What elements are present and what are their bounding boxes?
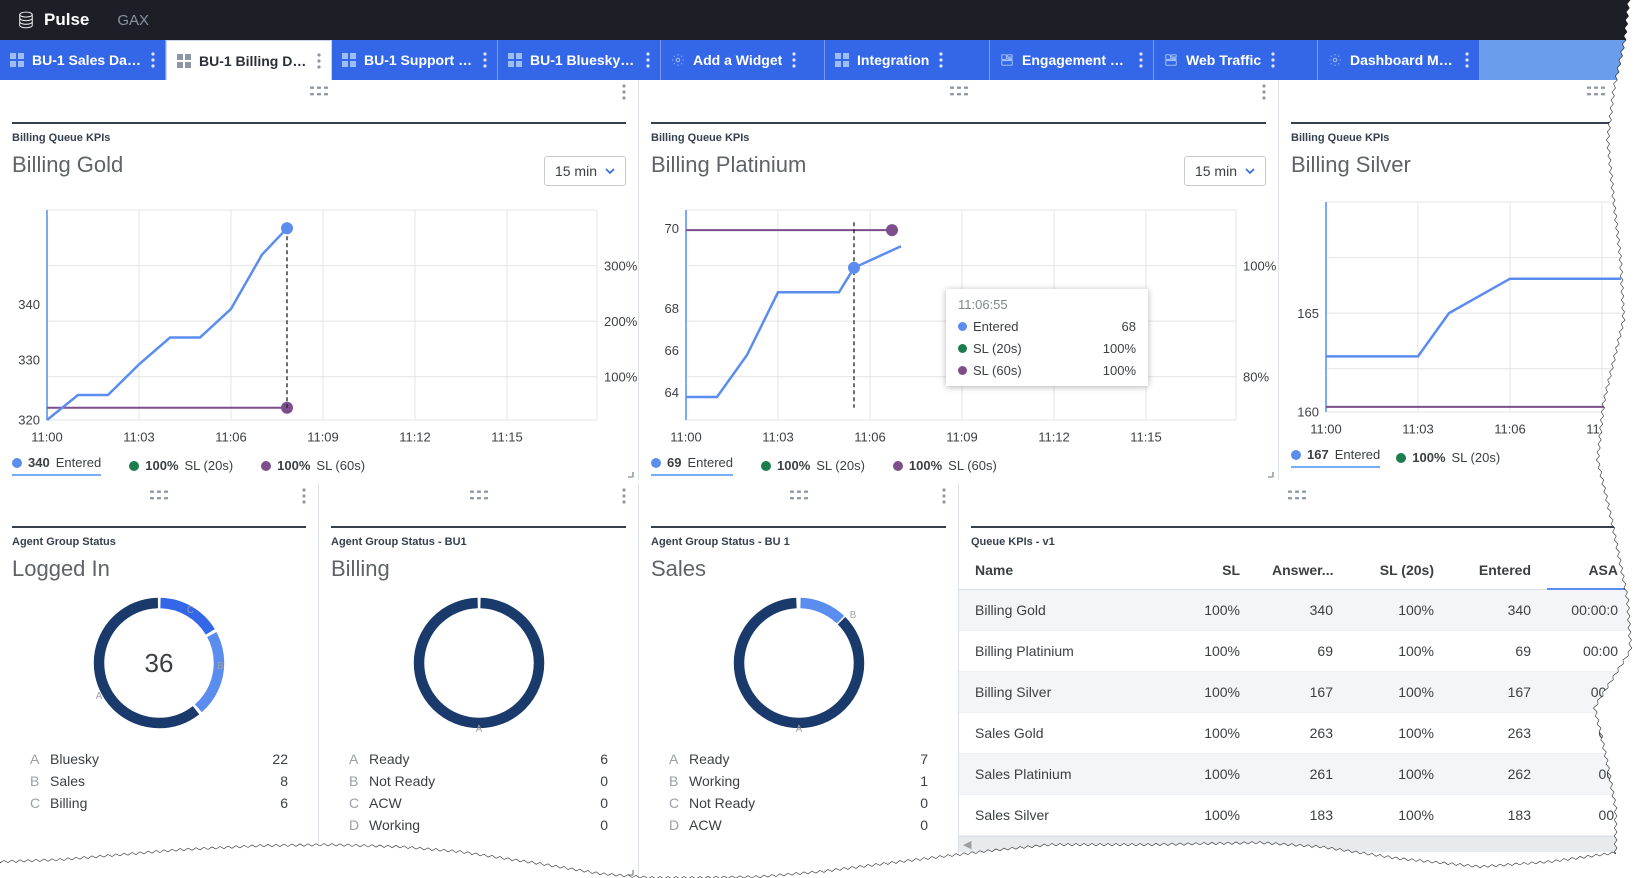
svg-text:100%: 100% <box>1243 258 1277 273</box>
svg-text:200%: 200% <box>604 314 638 329</box>
svg-text:11:00: 11:00 <box>1310 422 1342 436</box>
svg-text:340: 340 <box>18 297 40 312</box>
svg-text:11:06: 11:06 <box>215 430 247 444</box>
svg-text:11:15: 11:15 <box>491 430 523 444</box>
svg-text:11:00: 11:00 <box>31 430 63 444</box>
svg-text:11:03: 11:03 <box>1402 422 1434 436</box>
svg-text:11:15: 11:15 <box>1130 430 1162 444</box>
svg-text:11:09: 11:09 <box>946 430 978 444</box>
svg-text:11:03: 11:03 <box>762 430 794 444</box>
svg-text:70: 70 <box>665 221 679 236</box>
svg-text:11:03: 11:03 <box>123 430 155 444</box>
svg-text:11:12: 11:12 <box>399 430 431 444</box>
svg-text:330: 330 <box>18 352 40 367</box>
svg-text:68: 68 <box>665 301 679 316</box>
svg-text:11:00: 11:00 <box>670 430 702 444</box>
svg-text:11:06: 11:06 <box>854 430 886 444</box>
svg-text:11:12: 11:12 <box>1038 430 1070 444</box>
svg-text:320: 320 <box>18 413 40 428</box>
svg-text:100%: 100% <box>604 369 638 384</box>
svg-text:165: 165 <box>1297 306 1319 321</box>
svg-text:11:09: 11:09 <box>1586 422 1618 436</box>
svg-text:11:09: 11:09 <box>307 430 339 444</box>
svg-text:80%: 80% <box>1243 369 1269 384</box>
svg-text:160: 160 <box>1297 405 1319 420</box>
svg-text:64: 64 <box>665 385 679 400</box>
svg-text:66: 66 <box>665 343 679 358</box>
svg-text:300%: 300% <box>604 258 638 273</box>
svg-text:11:06: 11:06 <box>1494 422 1526 436</box>
